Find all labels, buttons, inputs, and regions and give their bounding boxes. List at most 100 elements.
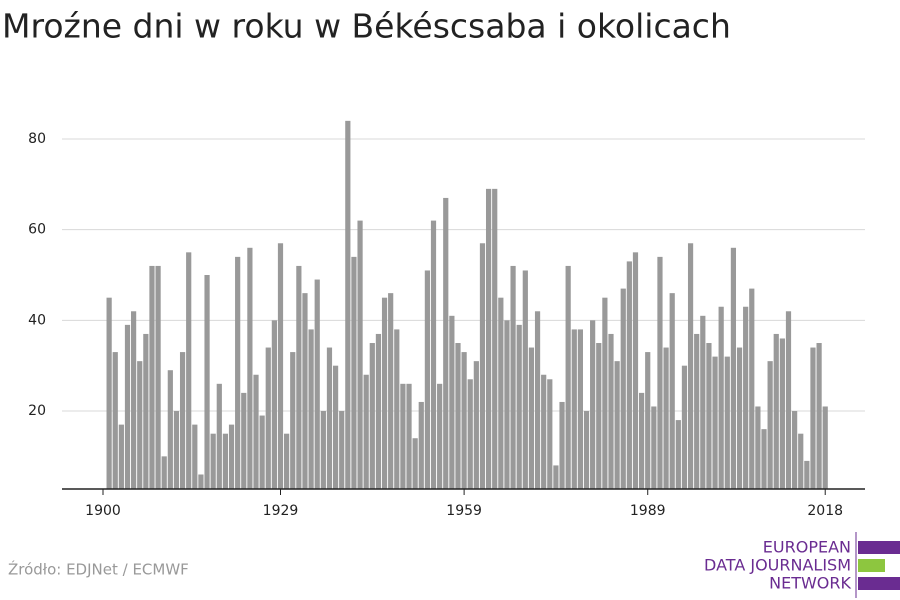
bar <box>173 411 180 489</box>
bar <box>773 333 779 489</box>
bar <box>779 338 785 489</box>
bar <box>749 288 755 489</box>
bar <box>314 279 320 489</box>
bar <box>351 256 357 489</box>
logo-text: DATA JOURNALISM <box>704 556 851 575</box>
bar <box>553 465 559 489</box>
bar <box>767 361 773 489</box>
bar <box>504 320 510 489</box>
bar <box>596 343 602 489</box>
logo: EUROPEAN DATA JOURNALISM NETWORK <box>704 532 900 598</box>
bar <box>290 352 296 489</box>
bar <box>461 352 467 489</box>
bar <box>179 352 186 489</box>
bar <box>143 333 149 489</box>
bar <box>388 293 394 489</box>
bar <box>602 297 608 489</box>
bar <box>357 220 363 489</box>
bar <box>681 365 688 489</box>
bar <box>479 243 486 489</box>
bar <box>724 356 730 489</box>
y-tick-label: 80 <box>28 131 46 147</box>
bar <box>730 247 737 489</box>
bar <box>485 188 492 489</box>
bar <box>541 374 547 489</box>
bar <box>284 433 290 489</box>
bar <box>320 411 326 489</box>
bar <box>381 297 388 489</box>
y-tick-label: 60 <box>28 222 46 238</box>
bar <box>473 361 479 489</box>
chart-title: Mroźne dni w roku w Békéscsaba i okolica… <box>2 7 731 46</box>
bar <box>755 406 761 489</box>
bar <box>639 392 645 489</box>
bar <box>118 424 124 489</box>
bar <box>687 243 694 489</box>
bar <box>583 411 590 489</box>
bar <box>669 293 675 489</box>
bar <box>761 429 767 489</box>
bar <box>369 343 375 489</box>
bar <box>296 265 302 489</box>
bar <box>204 275 210 489</box>
source: Źródło: EDJNet / ECMWF <box>8 560 189 579</box>
bar <box>332 365 339 489</box>
logo-block <box>858 577 900 590</box>
x-tick-label: 1959 <box>446 503 482 519</box>
bar <box>663 347 669 489</box>
bar <box>547 379 553 489</box>
bar <box>498 297 504 489</box>
bar <box>375 333 382 489</box>
bar <box>565 265 571 489</box>
bar <box>339 411 345 489</box>
bar <box>626 261 632 489</box>
bar <box>216 383 222 489</box>
bar <box>449 315 455 489</box>
bar <box>736 347 743 489</box>
bar <box>124 324 131 489</box>
bar <box>112 352 118 489</box>
bar <box>528 347 535 489</box>
bar <box>277 243 284 489</box>
bar <box>131 311 137 489</box>
bar <box>161 456 167 489</box>
bar <box>345 120 351 490</box>
bar <box>706 343 712 489</box>
bar <box>657 256 663 489</box>
bar <box>167 370 173 489</box>
bar <box>412 438 418 489</box>
y-tick-label: 40 <box>28 312 46 328</box>
bar <box>149 265 155 489</box>
bar <box>137 361 143 489</box>
bar <box>510 265 516 489</box>
bar <box>210 433 216 489</box>
bar <box>192 424 198 489</box>
bar <box>614 361 620 489</box>
bar <box>186 252 192 489</box>
bar <box>418 401 424 489</box>
bar <box>785 311 792 489</box>
bar <box>804 460 810 489</box>
logo-block <box>858 541 900 554</box>
bar <box>700 315 706 489</box>
bar <box>608 333 614 489</box>
bar <box>363 374 369 489</box>
bar <box>302 293 308 489</box>
bar <box>155 265 161 489</box>
bar <box>106 297 112 489</box>
logo-block <box>858 559 885 572</box>
bar <box>228 424 235 489</box>
x-tick-label: 1929 <box>263 503 299 519</box>
bar <box>467 379 473 489</box>
bar <box>430 220 437 489</box>
bar <box>259 415 265 489</box>
bar <box>455 343 461 489</box>
bar <box>718 306 724 489</box>
bar <box>326 347 333 489</box>
bar <box>694 333 700 489</box>
bar <box>571 329 577 489</box>
bar <box>577 329 584 489</box>
bar <box>712 356 718 489</box>
bar <box>253 374 259 489</box>
